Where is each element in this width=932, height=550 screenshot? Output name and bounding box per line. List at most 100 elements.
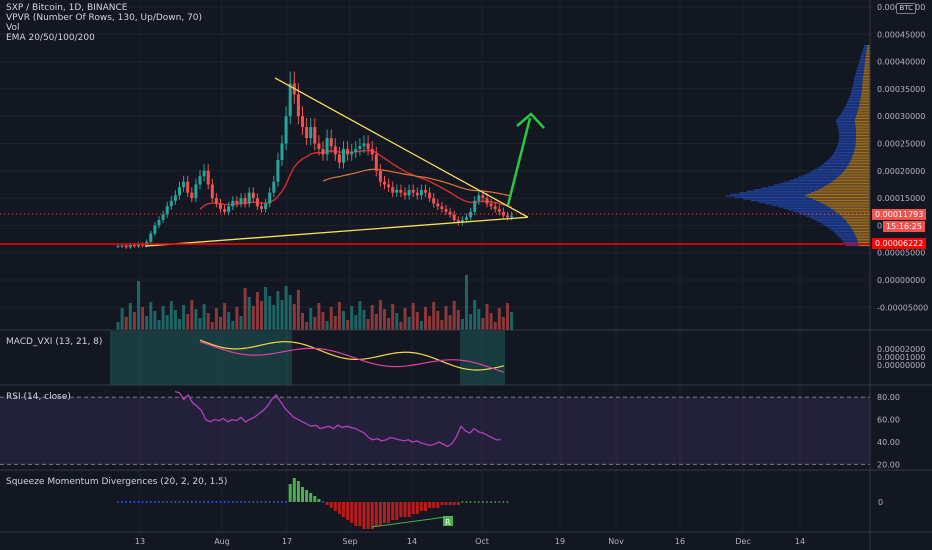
vpvr-down-107 [835, 210, 870, 213]
triangle-upper-line [274, 77, 529, 218]
candle-body-29 [235, 200, 239, 204]
squeeze-dot-0 [117, 501, 119, 503]
candle-body-93 [497, 209, 501, 212]
candle-body-50 [321, 148, 325, 155]
volume-bar-67 [391, 304, 395, 330]
candle-body-88 [477, 195, 481, 201]
squeeze-bar-67 [391, 502, 395, 520]
volume-bar-88 [477, 309, 481, 330]
vpvr-up-44 [840, 113, 857, 115]
squeeze-bar-80 [444, 502, 448, 505]
vpvr-down-69 [853, 151, 870, 154]
vpvr-down-82 [842, 172, 870, 174]
candle-body-1 [120, 245, 124, 247]
vpvr-up-55 [838, 130, 856, 132]
vpvr-up-63 [838, 142, 856, 144]
vpvr-up-47 [837, 117, 856, 120]
squeeze-bar-54 [337, 502, 341, 514]
vpvr-down-53 [855, 127, 870, 129]
squeeze-dot-11 [162, 501, 165, 503]
price-tick-9: 0.00005000 [877, 249, 925, 258]
macd-slow-line [199, 341, 505, 373]
indicator-vol[interactable]: Vol [6, 23, 20, 33]
squeeze-dot-93 [498, 501, 501, 503]
candlesticks[interactable] [116, 71, 514, 249]
vpvr-down-0 [867, 45, 870, 47]
vpvr-down-67 [854, 148, 870, 151]
vpvr-up-127 [843, 241, 859, 244]
vpvr-up-89 [779, 182, 830, 185]
vpvr-up-29 [851, 89, 862, 92]
candle-body-65 [383, 181, 386, 185]
volume-bar-68 [395, 313, 399, 330]
candle-body-59 [358, 146, 362, 149]
vpvr-down-20 [863, 76, 870, 78]
vpvr-up-21 [854, 77, 863, 79]
currency-badge[interactable]: BTC [896, 3, 916, 14]
macd-label[interactable]: MACD_VXI (13, 21, 8) [6, 337, 103, 347]
volume-bar-6 [141, 307, 145, 330]
vpvr-down-105 [830, 207, 870, 209]
rsi-label[interactable]: RSI (14, close) [6, 392, 71, 402]
volume-bar-49 [317, 303, 321, 330]
vpvr-down-60 [856, 138, 870, 140]
volume-bar-28 [231, 321, 235, 330]
squeeze-bar-60 [362, 502, 366, 529]
vpvr-down-23 [862, 80, 870, 82]
vpvr-down-17 [863, 71, 870, 73]
vpvr-up-94 [747, 190, 815, 192]
volume-bar-39 [276, 291, 280, 330]
rsi-panel: 80.00 60.00 40.00 20.00 [0, 390, 900, 469]
volume-bar-42 [288, 295, 292, 330]
vpvr-down-51 [855, 124, 870, 126]
squeeze-dot-89 [482, 501, 484, 503]
rsi-tick-1: 60.00 [877, 416, 900, 425]
squeeze-bar-66 [387, 502, 391, 523]
vpvr-up-121 [835, 232, 855, 234]
candle-body-44 [296, 94, 300, 117]
vpvr-up-37 [846, 102, 860, 104]
vpvr-up-90 [773, 184, 827, 186]
candle-body-95 [506, 215, 509, 218]
vpvr-down-48 [854, 119, 870, 121]
volume-bar-59 [358, 301, 362, 330]
candle-body-91 [489, 203, 493, 207]
vpvr-down-91 [824, 186, 870, 188]
candle-body-5 [137, 244, 140, 247]
indicator-ema[interactable]: EMA 20/50/100/200 [6, 33, 95, 43]
volume-bar-25 [219, 317, 222, 330]
squeeze-panel: R0 [117, 478, 883, 529]
vpvr-down-66 [854, 147, 870, 149]
candle-body-23 [210, 184, 214, 199]
volume-bar-84 [460, 319, 464, 330]
vpvr-down-62 [855, 141, 870, 143]
vpvr-up-50 [836, 122, 855, 124]
volume-bar-70 [403, 308, 407, 330]
squeeze-bar-51 [325, 502, 329, 505]
volume-bar-52 [329, 307, 333, 330]
candle-body-79 [440, 206, 444, 210]
price-tick-7: 0.00015000 [877, 194, 925, 203]
candle-body-2 [124, 245, 128, 248]
indicator-vpvr[interactable]: VPVR (Number Of Rows, 130, Up/Down, 70) [6, 13, 203, 23]
candle-body-55 [342, 148, 345, 163]
squeeze-dot-37 [268, 501, 271, 503]
vpvr-up-116 [824, 224, 850, 226]
candle-body-86 [469, 211, 473, 218]
volume-bar-1 [120, 308, 124, 330]
candle-body-85 [465, 217, 468, 220]
vpvr-up-108 [797, 212, 838, 214]
squeeze-bar-79 [440, 502, 444, 505]
volume-bar-71 [407, 317, 411, 330]
vpvr-down-32 [861, 94, 870, 96]
squeeze-label[interactable]: Squeeze Momentum Divergences (20, 2, 20,… [6, 477, 228, 487]
vpvr-up-33 [849, 96, 861, 98]
vpvr-down-87 [833, 179, 870, 182]
trendline-drawings[interactable] [0, 77, 870, 247]
symbol-title[interactable]: SXP / Bitcoin, 1D, BINANCE [6, 3, 128, 13]
volume-bar-57 [350, 306, 354, 330]
volume-bar-51 [325, 321, 329, 330]
vpvr-down-106 [833, 209, 870, 211]
vpvr-up-105 [783, 207, 831, 209]
volume-bar-75 [424, 307, 427, 330]
